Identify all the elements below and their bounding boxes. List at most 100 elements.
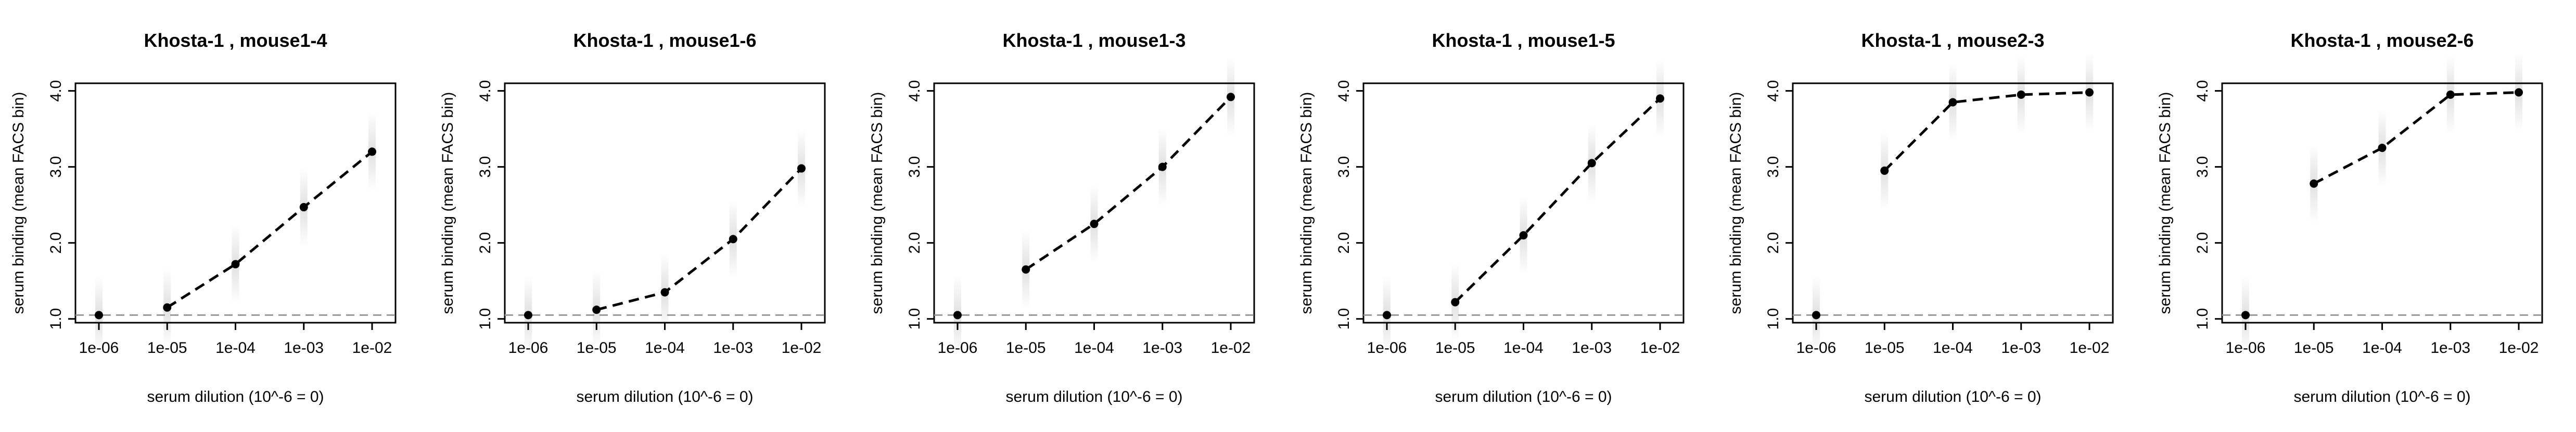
data-point	[1880, 166, 1889, 175]
panel-2: Khosta-1 , mouse1-6 1e-06 1e-05 1e-04 1e-03 1…	[439, 30, 826, 405]
y-tick-label: 4.0	[1335, 80, 1353, 102]
y-tick-label: 1.0	[1765, 308, 1782, 330]
series-line	[596, 167, 802, 311]
data-point	[953, 311, 962, 320]
y-tick-label: 3.0	[1765, 156, 1782, 178]
x-tick-label: 1e-05	[1865, 339, 1905, 357]
data-point	[592, 306, 601, 314]
panel-6: Khosta-1 , mouse2-6 1e-06 1e-05 1e-04 1e-03 1…	[2157, 30, 2543, 405]
data-point	[299, 203, 308, 212]
y-tick-label: 1.0	[47, 308, 65, 330]
y-tick-label: 4.0	[1765, 80, 1782, 102]
x-tick-label: 1e-03	[2001, 339, 2041, 357]
data-point	[163, 303, 172, 312]
x-tick-label: 1e-06	[938, 339, 978, 357]
y-tick-label: 4.0	[47, 80, 65, 102]
y-tick-label: 3.0	[1335, 156, 1353, 178]
series-line	[1025, 96, 1232, 271]
x-tick-label: 1e-04	[1503, 339, 1544, 357]
y-tick-label: 3.0	[477, 156, 494, 178]
panel-title: Khosta-1 , mouse1-6	[573, 30, 756, 51]
data-point	[1022, 265, 1030, 274]
x-tick-label: 1e-02	[782, 339, 822, 357]
x-tick-label: 1e-06	[79, 339, 119, 357]
panel-title: Khosta-1 , mouse1-4	[144, 30, 327, 51]
data-point	[660, 288, 669, 297]
x-tick-label: 1e-02	[1211, 339, 1251, 357]
series-line	[166, 150, 373, 309]
x-tick-label: 1e-05	[2294, 339, 2334, 357]
data-point	[524, 311, 532, 320]
panel-1: Khosta-1 , mouse1-4 1e-06 1e-05 1e-04 1e-03 1…	[10, 30, 397, 405]
x-tick-label: 1e-04	[215, 339, 256, 357]
series-line	[2313, 91, 2519, 185]
x-axis-label: serum dilution (10^-6 = 0)	[147, 388, 324, 405]
x-tick-label: 1e-06	[1796, 339, 1837, 357]
x-tick-label: 1e-06	[1367, 339, 1407, 357]
data-point	[2446, 90, 2455, 99]
y-axis-label: serum binding (mean FACS bin)	[1298, 92, 1315, 314]
x-axis-label: serum dilution (10^-6 = 0)	[1864, 388, 2041, 405]
data-point	[231, 260, 240, 269]
series-line	[1454, 97, 1661, 303]
x-tick-label: 1e-05	[1435, 339, 1475, 357]
data-point	[1519, 231, 1528, 240]
x-tick-label: 1e-02	[1640, 339, 1680, 357]
y-tick-label: 4.0	[477, 80, 494, 102]
y-tick-label: 3.0	[47, 156, 65, 178]
y-axis-label: serum binding (mean FACS bin)	[1727, 92, 1744, 314]
x-tick-label: 1e-02	[2070, 339, 2110, 357]
x-tick-label: 1e-02	[2499, 339, 2539, 357]
x-tick-label: 1e-05	[577, 339, 617, 357]
data-point	[1227, 93, 1235, 101]
panel-5: Khosta-1 , mouse2-3 1e-06 1e-05 1e-04 1e-03 1…	[1727, 30, 2114, 405]
data-point	[368, 147, 376, 156]
x-tick-label: 1e-05	[1006, 339, 1046, 357]
y-tick-label: 4.0	[906, 80, 923, 102]
data-point	[1656, 94, 1664, 103]
y-tick-label: 2.0	[477, 232, 494, 254]
y-tick-label: 2.0	[1765, 232, 1782, 254]
x-tick-label: 1e-04	[1074, 339, 1114, 357]
x-tick-label: 1e-04	[1933, 339, 1973, 357]
data-point	[2378, 144, 2387, 153]
panel-3: Khosta-1 , mouse1-3 1e-06 1e-05 1e-04 1e-03 1…	[869, 30, 1255, 405]
x-tick-label: 1e-03	[2430, 339, 2470, 357]
y-axis-label: serum binding (mean FACS bin)	[869, 92, 886, 314]
panel-4: Khosta-1 , mouse1-5 1e-06 1e-05 1e-04 1e-03 1…	[1298, 30, 1685, 405]
x-tick-label: 1e-06	[508, 339, 549, 357]
data-point	[95, 311, 103, 320]
x-tick-label: 1e-04	[645, 339, 685, 357]
x-tick-label: 1e-03	[1142, 339, 1182, 357]
y-axis-label: serum binding (mean FACS bin)	[439, 92, 456, 314]
x-axis-label: serum dilution (10^-6 = 0)	[2293, 388, 2470, 405]
data-point	[1158, 162, 1167, 171]
y-tick-label: 3.0	[906, 156, 923, 178]
series-line	[1883, 91, 2090, 172]
panel-title: Khosta-1 , mouse2-3	[1861, 30, 2044, 51]
x-tick-label: 1e-03	[1572, 339, 1612, 357]
y-axis-label: serum binding (mean FACS bin)	[2157, 92, 2174, 314]
y-tick-label: 2.0	[906, 232, 923, 254]
y-tick-label: 3.0	[2194, 156, 2211, 178]
y-axis-label: serum binding (mean FACS bin)	[10, 92, 27, 314]
x-tick-label: 1e-05	[147, 339, 187, 357]
y-tick-label: 1.0	[2194, 308, 2211, 330]
x-tick-label: 1e-06	[2226, 339, 2266, 357]
data-point	[1090, 220, 1099, 228]
data-point	[797, 164, 806, 173]
y-tick-label: 4.0	[2194, 80, 2211, 102]
y-tick-label: 2.0	[1335, 232, 1353, 254]
y-tick-label: 1.0	[477, 308, 494, 330]
panel-title: Khosta-1 , mouse1-3	[1002, 30, 1185, 51]
x-tick-label: 1e-03	[284, 339, 324, 357]
y-tick-label: 1.0	[906, 308, 923, 330]
x-tick-label: 1e-02	[352, 339, 392, 357]
x-tick-label: 1e-03	[713, 339, 753, 357]
x-axis-label: serum dilution (10^-6 = 0)	[1005, 388, 1182, 405]
panel-title: Khosta-1 , mouse2-6	[2290, 30, 2473, 51]
data-point	[2310, 179, 2318, 188]
data-point	[1948, 98, 1957, 107]
